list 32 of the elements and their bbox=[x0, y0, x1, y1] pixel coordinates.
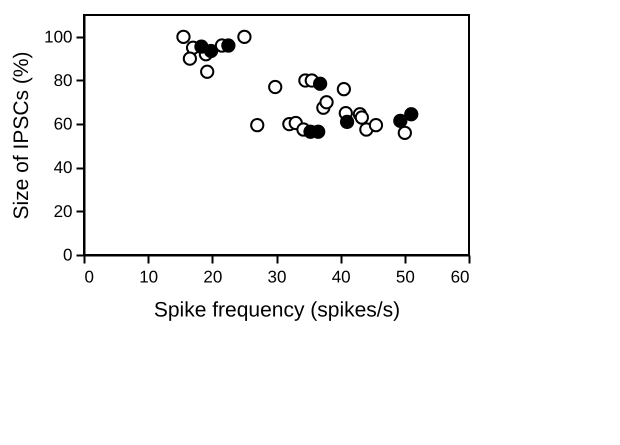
y-tick-label: 0 bbox=[63, 246, 72, 264]
x-tick-label: 30 bbox=[268, 268, 286, 286]
y-axis-title: Size of IPSCs (%) bbox=[10, 51, 34, 220]
y-tick-label: 60 bbox=[54, 114, 72, 134]
point bbox=[368, 118, 384, 132]
x-tick-label: 50 bbox=[396, 268, 415, 286]
x-tick-label: 60 bbox=[450, 268, 470, 286]
point bbox=[268, 80, 282, 94]
y-tick-label: 80 bbox=[54, 70, 72, 90]
point bbox=[250, 118, 264, 132]
point bbox=[340, 114, 354, 130]
point bbox=[200, 64, 214, 79]
point bbox=[204, 44, 218, 58]
y-tick-label: 40 bbox=[54, 158, 72, 178]
y-tick-label: 20 bbox=[54, 202, 72, 221]
point bbox=[182, 52, 197, 66]
point bbox=[336, 82, 351, 96]
point bbox=[176, 30, 191, 44]
point bbox=[237, 30, 252, 44]
point bbox=[221, 38, 236, 53]
x-axis-title: Spike frequency (spikes/s) bbox=[154, 298, 400, 322]
point bbox=[354, 110, 369, 125]
point bbox=[313, 76, 328, 91]
y-tick-label: 100 bbox=[44, 27, 72, 46]
x-tick-label: 40 bbox=[332, 268, 351, 286]
point bbox=[404, 107, 418, 122]
point bbox=[319, 95, 334, 110]
x-tick-label: 0 bbox=[84, 268, 94, 286]
x-tick-label: 20 bbox=[203, 268, 222, 286]
point bbox=[398, 126, 412, 140]
point bbox=[393, 114, 408, 128]
x-tick-label: 10 bbox=[139, 268, 158, 286]
